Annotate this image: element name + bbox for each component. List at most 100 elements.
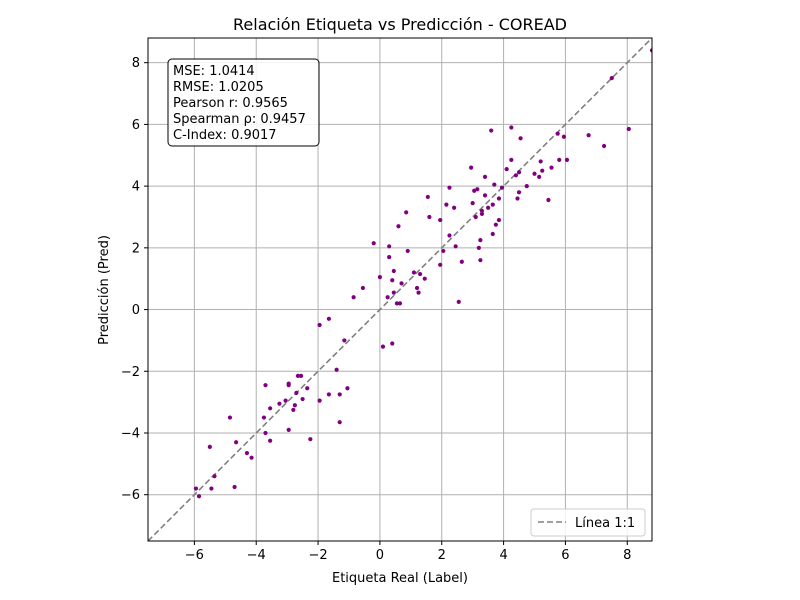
data-point <box>326 316 331 321</box>
legend-label: Línea 1:1 <box>575 516 635 531</box>
data-point <box>371 241 376 246</box>
data-point <box>489 128 494 133</box>
data-point <box>427 214 432 220</box>
x-tick-label: 6 <box>561 548 569 563</box>
x-axis-label: Etiqueta Real (Label) <box>332 571 468 586</box>
data-point <box>399 281 404 286</box>
data-point <box>317 398 322 403</box>
data-point <box>405 248 410 254</box>
y-axis-ticks: −6 −4 −2 0 2 4 6 8 <box>121 56 148 503</box>
x-tick-label: 4 <box>499 548 507 563</box>
data-point <box>268 438 273 443</box>
data-point <box>447 233 452 238</box>
data-point <box>515 196 520 201</box>
data-point <box>496 217 502 223</box>
data-point <box>564 157 570 162</box>
data-points <box>193 48 652 499</box>
legend-frame <box>530 508 646 537</box>
data-point <box>626 126 631 132</box>
data-point <box>509 125 514 130</box>
data-point <box>283 398 288 403</box>
stats-cindex: C-Index: 0.9017 <box>173 128 277 143</box>
data-point <box>295 373 301 379</box>
data-point <box>490 202 495 207</box>
data-point <box>482 174 488 179</box>
data-point <box>557 157 562 162</box>
data-point <box>337 392 342 397</box>
data-point <box>345 386 350 391</box>
data-point <box>453 244 458 249</box>
data-point <box>244 450 250 456</box>
y-tick-label: −4 <box>121 426 140 441</box>
data-point <box>232 484 237 490</box>
stats-mse: MSE: 1.0414 <box>173 64 255 79</box>
data-point <box>411 270 417 275</box>
y-tick-label: 6 <box>132 118 140 133</box>
y-tick-label: −2 <box>121 365 140 380</box>
y-tick-label: −6 <box>121 488 140 503</box>
chart-title: Relación Etiqueta vs Predicción - COREAD <box>233 15 567 34</box>
y-tick-label: 8 <box>132 56 140 71</box>
data-point <box>441 248 446 254</box>
data-point <box>493 222 498 227</box>
data-point <box>473 214 478 220</box>
data-point <box>499 185 505 190</box>
grid-lines <box>148 38 652 541</box>
data-point <box>492 182 497 187</box>
data-point <box>234 440 239 445</box>
data-point <box>261 415 267 420</box>
data-point <box>549 165 554 170</box>
data-point <box>452 205 457 210</box>
data-point <box>546 197 551 203</box>
data-point <box>212 474 217 479</box>
data-point <box>444 202 449 207</box>
data-point <box>422 276 427 281</box>
data-point <box>555 131 560 136</box>
data-point <box>447 185 452 190</box>
y-tick-label: 2 <box>132 241 140 256</box>
data-point <box>292 403 297 408</box>
data-point <box>482 193 488 198</box>
data-point <box>479 208 485 213</box>
x-tick-label: −4 <box>247 548 266 563</box>
data-point <box>337 420 342 425</box>
data-point <box>351 295 356 300</box>
stats-spearman: Spearman ρ: 0.9457 <box>173 112 306 127</box>
data-point <box>291 407 296 412</box>
data-point <box>196 494 202 499</box>
stats-box-frame <box>167 58 320 147</box>
plot-frame <box>147 37 653 542</box>
data-point <box>478 258 483 263</box>
data-point <box>298 373 304 379</box>
data-point <box>286 381 291 386</box>
data-point <box>456 299 461 304</box>
data-point <box>277 401 282 406</box>
legend: Línea 1:1 <box>530 508 646 537</box>
data-point <box>390 341 395 346</box>
data-point <box>561 134 566 139</box>
data-point <box>518 136 523 141</box>
data-point <box>334 367 339 372</box>
data-point <box>209 486 214 491</box>
stats-box: MSE: 1.0414 RMSE: 1.0205 Pearson r: 0.95… <box>167 58 320 147</box>
x-tick-label: 8 <box>623 548 631 563</box>
data-point <box>538 159 543 164</box>
data-point <box>537 174 542 179</box>
data-point <box>609 76 614 81</box>
data-point <box>249 455 254 460</box>
data-point <box>472 188 477 193</box>
data-point <box>317 322 322 328</box>
stats-pearson: Pearson r: 0.9565 <box>173 96 288 111</box>
data-point <box>513 173 519 178</box>
data-point <box>425 194 430 200</box>
data-point <box>524 184 529 189</box>
data-point <box>516 170 522 175</box>
data-point <box>263 383 268 388</box>
data-point <box>387 244 392 249</box>
data-point <box>326 392 331 397</box>
data-point <box>342 338 347 343</box>
data-point <box>397 301 403 306</box>
data-point <box>360 285 365 291</box>
x-tick-label: −6 <box>185 548 204 563</box>
